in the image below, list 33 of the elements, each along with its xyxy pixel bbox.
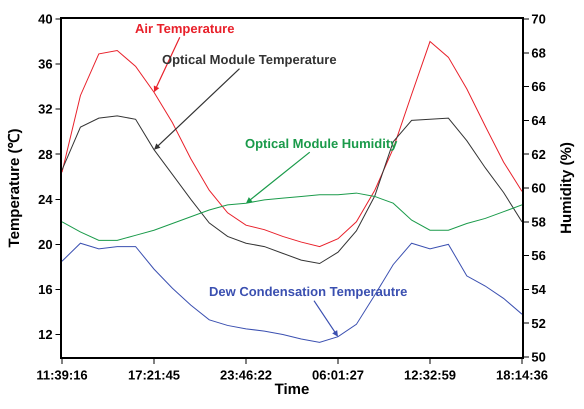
line-series xyxy=(62,41,522,248)
y2-tick-label: 58 xyxy=(531,214,546,230)
y2-tick-label: 62 xyxy=(531,146,546,162)
y-tick-label: 12 xyxy=(38,327,53,342)
y-axis-title: Temperature (℃) xyxy=(6,128,23,248)
x-tick-label: 17:21:45 xyxy=(128,367,180,382)
y2-tick-label: 56 xyxy=(531,248,546,264)
x-axis-title: Time xyxy=(274,380,310,398)
y2-tick-label: 50 xyxy=(531,350,546,365)
y-tick-label: 32 xyxy=(38,102,53,117)
line-series xyxy=(62,192,522,241)
y-tick-label: 28 xyxy=(38,146,53,162)
y-tick-label: 20 xyxy=(38,236,53,252)
x-tick-label: 18:14:36 xyxy=(496,367,548,382)
y2-tick-label: 66 xyxy=(531,79,546,94)
y2-tick-label: 52 xyxy=(531,316,546,331)
line-series xyxy=(62,115,522,264)
y2-tick-label: 60 xyxy=(531,180,546,196)
x-tick-label: 06:01:27 xyxy=(312,367,364,382)
y2-tick-label: 70 xyxy=(531,12,546,27)
y-tick-label: 36 xyxy=(38,56,53,72)
line-series xyxy=(62,242,522,343)
y2-tick-label: 68 xyxy=(531,45,546,60)
y-tick-label: 24 xyxy=(38,192,54,207)
y2-axis-title: Humidity (%) xyxy=(558,142,576,234)
x-tick-label: 12:32:59 xyxy=(404,367,456,382)
y-tick-label: 40 xyxy=(38,12,53,27)
x-tick-label: 11:39:16 xyxy=(36,367,88,382)
x-tick-label: 23:46:22 xyxy=(220,367,272,382)
y2-tick-label: 54 xyxy=(531,282,547,297)
annotation: Air Temperature xyxy=(135,21,234,36)
y2-tick-label: 64 xyxy=(531,112,547,128)
y-tick-label: 16 xyxy=(38,282,53,297)
